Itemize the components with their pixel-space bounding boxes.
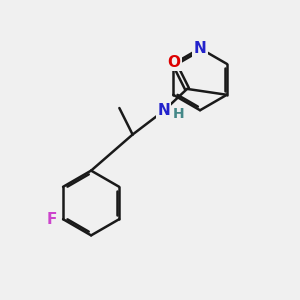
Text: N: N [157, 103, 170, 118]
Text: H: H [173, 107, 184, 121]
Text: O: O [167, 55, 180, 70]
Text: F: F [47, 212, 57, 227]
Text: N: N [194, 41, 206, 56]
